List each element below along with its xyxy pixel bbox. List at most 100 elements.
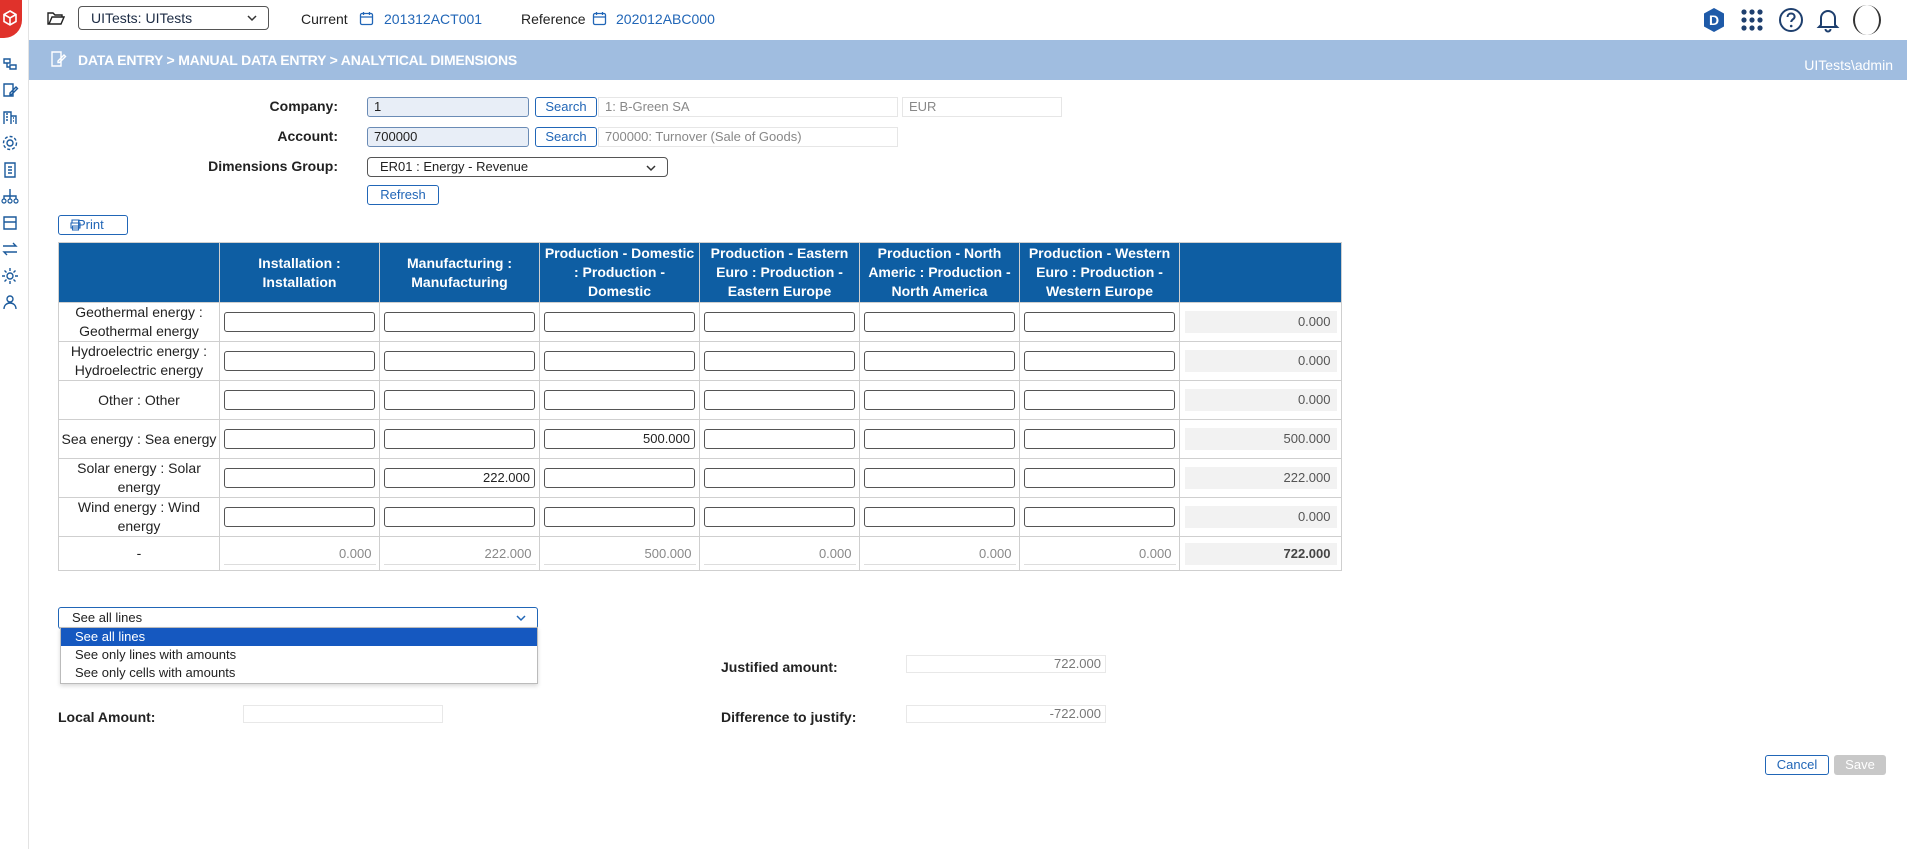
page-header-band: DATA ENTRY > MANUAL DATA ENTRY > ANALYTI… — [29, 40, 1907, 80]
print-button[interactable]: Print — [58, 215, 128, 235]
amount-cell-input[interactable] — [224, 351, 375, 371]
current-label: Current — [301, 11, 348, 27]
amount-cell-input[interactable] — [384, 507, 535, 527]
amount-cell-input[interactable] — [384, 390, 535, 410]
reference-label: Reference — [521, 11, 586, 27]
amount-cell-input[interactable] — [1024, 468, 1175, 488]
column-header: Production - Eastern Euro : Production -… — [699, 242, 860, 303]
table-row: Solar energy : Solar energy 222.000 222.… — [58, 458, 1342, 498]
building-icon[interactable] — [1, 108, 19, 126]
amount-cell-input[interactable] — [864, 312, 1015, 332]
column-total: 0.000 — [703, 543, 856, 565]
row-total: 500.000 — [1184, 428, 1337, 450]
amount-cell-input[interactable] — [864, 507, 1015, 527]
filter-option-lines-with-amounts[interactable]: See only lines with amounts — [75, 647, 237, 662]
top-bar: UITests: UITests Current 201312ACT001 Re… — [29, 0, 1907, 40]
report-icon[interactable] — [1, 161, 19, 179]
grid-corner-header — [58, 242, 220, 303]
calendar-icon[interactable] — [592, 11, 607, 26]
amount-cell-input[interactable]: 222.000 — [384, 468, 535, 488]
organization-chart-icon[interactable] — [1, 187, 19, 205]
current-period-link[interactable]: 201312ACT001 — [384, 11, 483, 27]
app-logo[interactable] — [0, 0, 22, 38]
amount-cell-input[interactable] — [544, 351, 695, 371]
amount-cell-input[interactable] — [1024, 351, 1175, 371]
refresh-button[interactable]: Refresh — [367, 185, 439, 205]
settings-gear-icon[interactable] — [1, 134, 19, 152]
amount-cell-input[interactable] — [544, 390, 695, 410]
account-search-button[interactable]: Search — [535, 127, 597, 147]
row-total: 0.000 — [1184, 389, 1337, 411]
amount-cell-input[interactable] — [1024, 312, 1175, 332]
account-input[interactable]: 700000 — [367, 127, 529, 147]
company-search-button[interactable]: Search — [535, 97, 597, 117]
hierarchy-icon[interactable] — [1, 55, 19, 73]
local-amount-field — [243, 705, 443, 723]
table-row: Sea energy : Sea energy 500.000 500.000 — [58, 419, 1342, 459]
cancel-button[interactable]: Cancel — [1765, 755, 1829, 775]
transfer-arrows-icon[interactable] — [1, 240, 19, 258]
row-total: 0.000 — [1184, 506, 1337, 528]
user-admin-icon[interactable] — [1, 293, 19, 311]
amount-cell-input[interactable] — [384, 351, 535, 371]
amount-cell-input[interactable] — [224, 507, 375, 527]
amount-cell-input[interactable] — [864, 429, 1015, 449]
help-icon[interactable] — [1778, 7, 1804, 33]
amount-cell-input[interactable] — [704, 312, 855, 332]
process-gear-icon[interactable] — [1, 267, 19, 285]
amount-cell-input[interactable] — [224, 390, 375, 410]
filter-option-cells-with-amounts[interactable]: See only cells with amounts — [75, 665, 236, 680]
column-total: 0.000 — [863, 543, 1016, 565]
line-filter-select[interactable]: See all lines — [58, 607, 538, 629]
row-label: Geothermal energy : Geothermal energy — [58, 302, 220, 342]
amount-cell-input[interactable] — [544, 312, 695, 332]
amount-cell-input[interactable] — [704, 429, 855, 449]
amount-cell-input[interactable] — [704, 468, 855, 488]
workspace-select[interactable]: UITests: UITests — [78, 6, 269, 30]
column-total: 222.000 — [383, 543, 536, 565]
amount-cell-input[interactable] — [384, 312, 535, 332]
amount-cell-input[interactable] — [704, 351, 855, 371]
amount-cell-input[interactable] — [864, 351, 1015, 371]
amount-cell-input[interactable]: 500.000 — [544, 429, 695, 449]
dimensions-group-select[interactable]: ER01 : Energy - Revenue — [367, 157, 668, 177]
amount-cell-input[interactable] — [864, 468, 1015, 488]
amount-cell-input[interactable] — [544, 507, 695, 527]
user-avatar[interactable] — [1853, 5, 1881, 35]
storage-icon[interactable] — [1, 214, 19, 232]
company-input[interactable]: 1 — [367, 97, 529, 117]
amount-cell-input[interactable] — [1024, 390, 1175, 410]
amount-cell-input[interactable] — [544, 468, 695, 488]
row-total: 0.000 — [1184, 311, 1337, 333]
row-label: Wind energy : Wind energy — [58, 497, 220, 537]
chevron-down-icon — [516, 615, 526, 622]
reference-period-link[interactable]: 202012ABC000 — [616, 11, 715, 27]
table-row: Geothermal energy : Geothermal energy 0.… — [58, 302, 1342, 342]
dimensions-group-label: Dimensions Group: — [208, 158, 338, 174]
amount-cell-input[interactable] — [864, 390, 1015, 410]
calendar-icon[interactable] — [359, 11, 374, 26]
amount-cell-input[interactable] — [384, 429, 535, 449]
amount-cell-input[interactable] — [224, 468, 375, 488]
dimension-entry-grid: Installation : Installation Manufacturin… — [58, 242, 1342, 571]
edit-document-icon[interactable] — [1, 81, 19, 99]
amount-cell-input[interactable] — [224, 429, 375, 449]
amount-cell-input[interactable] — [224, 312, 375, 332]
apps-grid-icon[interactable] — [1740, 8, 1764, 32]
column-header: Production - Western Euro : Production -… — [1019, 242, 1180, 303]
cube-logo-icon — [3, 10, 17, 26]
amount-cell-input[interactable] — [1024, 429, 1175, 449]
notification-bell-icon[interactable] — [1816, 7, 1840, 33]
chevron-down-icon — [247, 15, 257, 22]
amount-cell-input[interactable] — [1024, 507, 1175, 527]
amount-cell-input[interactable] — [704, 507, 855, 527]
amount-cell-input[interactable] — [704, 390, 855, 410]
table-row: Other : Other 0.000 — [58, 380, 1342, 420]
save-button[interactable]: Save — [1834, 755, 1886, 775]
company-description: 1: B-Green SA — [598, 97, 898, 117]
edit-document-icon — [51, 51, 67, 67]
totals-row: - 0.000 222.000 500.000 0.000 0.000 0.00… — [58, 536, 1342, 571]
folder-open-icon[interactable] — [47, 10, 65, 26]
d-badge-icon[interactable]: D — [1702, 7, 1726, 33]
filter-option-all-lines[interactable]: See all lines — [61, 628, 537, 646]
